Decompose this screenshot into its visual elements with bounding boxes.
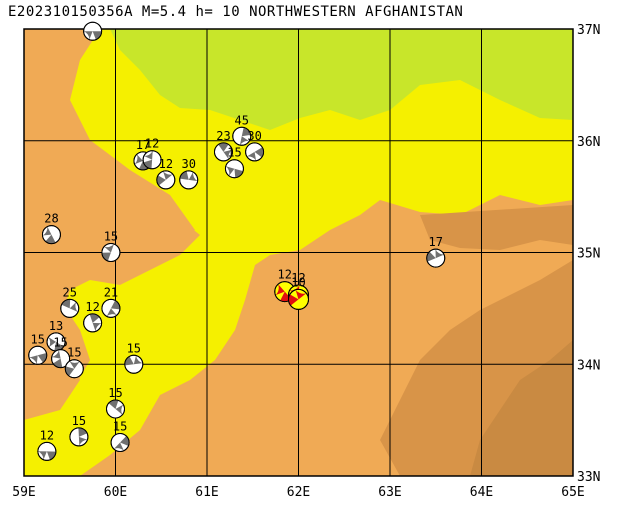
depth-label: 25 [63,285,77,299]
depth-label: 12 [145,137,159,151]
mainshock-mechanism[interactable]: 10 [288,275,309,310]
axis-labels: 59E 60E 61E 62E 63E 64E 65E 37N 36N 35N 34N 33N [12,23,600,500]
depth-label: 45 [235,113,249,127]
longitude-label: 61E [195,485,218,500]
focal-mechanism[interactable]: 12 [142,137,162,170]
focal-mechanism[interactable]: 15 [110,419,130,452]
focal-mechanism[interactable]: 17 [426,235,446,268]
depth-label: 15 [67,346,81,360]
latitude-label: 37N [577,23,600,38]
focal-mechanism[interactable]: 15 [28,332,48,365]
focal-mechanism[interactable]: 15 [101,230,121,262]
high-peaks [470,340,573,476]
depth-label: 12 [40,428,54,442]
latitude-label: 35N [577,247,600,262]
longitude-label: 60E [104,485,127,500]
depth-label: 15 [53,336,67,350]
eastern-ridge [420,205,573,250]
latitude-label: 36N [577,135,600,150]
depth-label: 23 [216,129,230,143]
focal-mechanism[interactable]: 12 [83,300,103,333]
focal-mechanism[interactable]: 28 [41,212,61,245]
focal-mechanism[interactable]: 12 [156,157,176,190]
depth-label: 15 [113,419,127,433]
depth-label: 28 [44,212,58,226]
focal-mechanism[interactable]: 15 [64,346,84,379]
latitude-label: 33N [577,470,600,485]
focal-mechanism[interactable]: 15 [51,336,71,369]
depth-label: 12 [85,300,99,314]
focal-mechanism[interactable] [83,21,103,41]
focal-mechanism[interactable]: 15 [69,414,89,447]
depth-label: 12 [159,157,173,171]
western-upland [24,29,195,290]
depth-label: 15 [72,414,86,428]
longitude-label: 65E [561,485,584,500]
longitude-label: 63E [378,485,401,500]
map-frame [23,28,574,477]
focal-mechanism[interactable]: 15 [106,386,125,419]
depth-label: 10 [291,275,305,289]
depth-label: 21 [104,285,118,299]
focal-mechanism[interactable]: 12 [37,428,57,461]
latitude-label: 34N [577,358,600,373]
longitude-label: 64E [470,485,493,500]
depth-label: 13 [49,319,63,333]
depth-label: 15 [104,230,118,244]
focal-mechanism[interactable]: 30 [245,129,265,162]
depth-label: 12 [278,268,292,282]
focal-mechanism[interactable]: 21 [101,285,121,318]
focal-mechanism[interactable]: 25 [60,285,80,318]
depth-label: 30 [181,157,195,171]
focal-mechanism[interactable]: 30 [179,157,199,190]
depth-label: 15 [127,341,141,355]
depth-label: 30 [247,129,261,143]
focal-mechanism[interactable]: 23 [213,129,233,162]
focal-mechanism[interactable]: 45 [232,113,252,146]
depth-label: 15 [227,146,241,160]
depth-label: 15 [30,332,44,346]
depth-label: 17 [136,138,150,152]
depth-label: 15 [108,386,122,400]
longitude-label: 59E [12,485,35,500]
depth-label: 12 [291,271,305,285]
longitude-label: 62E [287,485,310,500]
northern-plain [110,29,573,130]
depth-label: 17 [429,235,443,249]
focal-mechanism[interactable]: 15 [224,146,244,179]
map-title: E20231015035​6A M=5.4 h= 10 NORTHWESTERN… [8,4,464,20]
focal-mechanism[interactable]: 15 [124,341,144,374]
